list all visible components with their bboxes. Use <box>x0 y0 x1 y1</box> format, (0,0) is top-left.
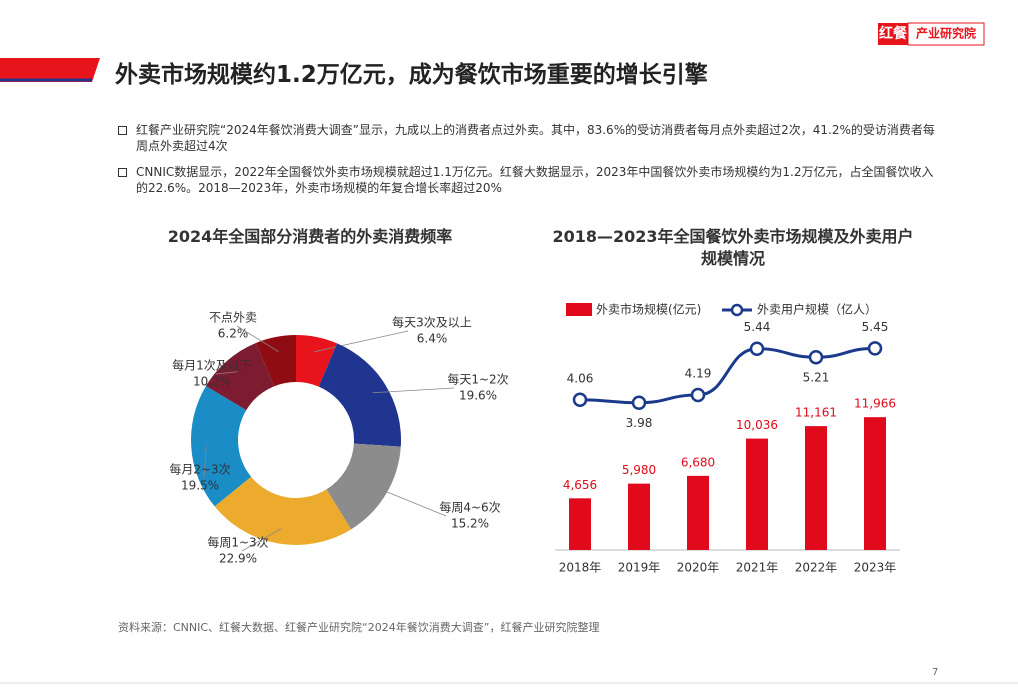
header-bar <box>0 58 100 82</box>
leader-line <box>373 485 447 517</box>
bar-label: 11,966 <box>854 397 896 411</box>
line-label: 5.21 <box>803 371 830 385</box>
bar-label: 5,980 <box>622 463 656 477</box>
bar-label: 10,036 <box>736 418 778 432</box>
slice-value: 15.2% <box>451 517 489 531</box>
line-marker <box>572 392 588 408</box>
slice-value: 22.9% <box>219 552 257 566</box>
x-tick-label: 2022年 <box>795 561 838 575</box>
x-tick-label: 2019年 <box>618 561 661 575</box>
logo-sub-box <box>907 22 985 46</box>
slice-value: 10.2% <box>193 375 231 389</box>
legend-marker <box>730 303 744 317</box>
x-tick-label: 2020年 <box>677 561 720 575</box>
donut-slice <box>191 385 252 507</box>
leader-line <box>236 325 279 353</box>
leader-line <box>372 387 455 394</box>
donut-slice <box>318 343 402 447</box>
bar-label: 11,161 <box>795 406 837 420</box>
leader-line <box>203 446 207 479</box>
donut-slice <box>205 342 274 411</box>
line-marker <box>690 387 706 403</box>
donut-slice <box>296 335 338 387</box>
bar <box>805 426 827 550</box>
slice-label: 每月1次及以下 <box>172 358 252 373</box>
bar-label: 4,656 <box>563 478 597 492</box>
slice-label: 每天1~2次 <box>447 372 508 387</box>
slice-value: 19.5% <box>181 479 219 493</box>
bullet: CNNIC数据显示，2022年全国餐饮外卖市场规模就超过1.1万亿元。红餐大数据… <box>118 164 936 196</box>
line-label: 4.19 <box>685 366 712 380</box>
legend-swatch <box>566 303 592 316</box>
leader-line <box>241 528 282 552</box>
slice-value: 19.6% <box>459 389 497 403</box>
leader-line <box>215 371 238 375</box>
slice-label: 每月2~3次 <box>169 462 230 477</box>
line <box>579 346 876 405</box>
logo-sub: 产业研究院 <box>916 26 976 41</box>
bar <box>569 498 591 550</box>
bar <box>687 475 709 550</box>
title: 外卖市场规模约1.2万亿元，成为餐饮市场重要的增长引擎 <box>115 62 708 88</box>
line-label: 4.06 <box>567 371 594 385</box>
leader-line <box>313 330 409 353</box>
slice-label: 每天3次及以上 <box>392 315 472 330</box>
logo: 红餐 <box>879 25 908 42</box>
line-label: 5.44 <box>744 320 771 334</box>
line-label: 5.45 <box>862 320 889 334</box>
line-label: 3.98 <box>626 416 653 430</box>
slice-value: 6.4% <box>417 332 448 346</box>
legend-label: 外卖市场规模(亿元) <box>596 302 701 317</box>
donut-slice <box>326 443 401 530</box>
donut-slice <box>256 335 296 387</box>
chart-title: 2018—2023年全国餐饮外卖市场规模及外卖用户规模情况 <box>552 227 914 268</box>
page-number: 7 <box>932 667 938 678</box>
slice-label: 每周1~3次 <box>207 535 268 550</box>
line-marker <box>867 341 883 356</box>
slice-value: 6.2% <box>218 327 249 341</box>
line-marker <box>749 341 765 356</box>
bar <box>746 438 768 550</box>
bar <box>864 417 886 550</box>
slice-label: 不点外卖 <box>209 311 257 325</box>
x-tick-label: 2018年 <box>559 561 602 575</box>
slice-label: 每周4~6次 <box>439 500 500 515</box>
donut-slice <box>214 476 352 546</box>
bullet: 红餐产业研究院“2024年餐饮消费大调查”显示，九成以上的消费者点过外卖。其中，… <box>118 122 936 154</box>
legend-label: 外卖用户规模（亿人） <box>757 302 877 317</box>
bar-label: 6,680 <box>681 455 715 469</box>
logo-box <box>878 23 908 45</box>
x-tick-label: 2023年 <box>854 561 897 575</box>
line-marker <box>631 395 647 410</box>
source: 资料来源：CNNIC、红餐大数据、红餐产业研究院“2024年餐饮消费大调查”，红… <box>118 621 600 634</box>
bar <box>628 483 650 550</box>
chart-title: 2024年全国部分消费者的外卖消费频率 <box>167 227 453 246</box>
line-marker <box>808 349 824 365</box>
x-tick-label: 2021年 <box>736 561 779 575</box>
